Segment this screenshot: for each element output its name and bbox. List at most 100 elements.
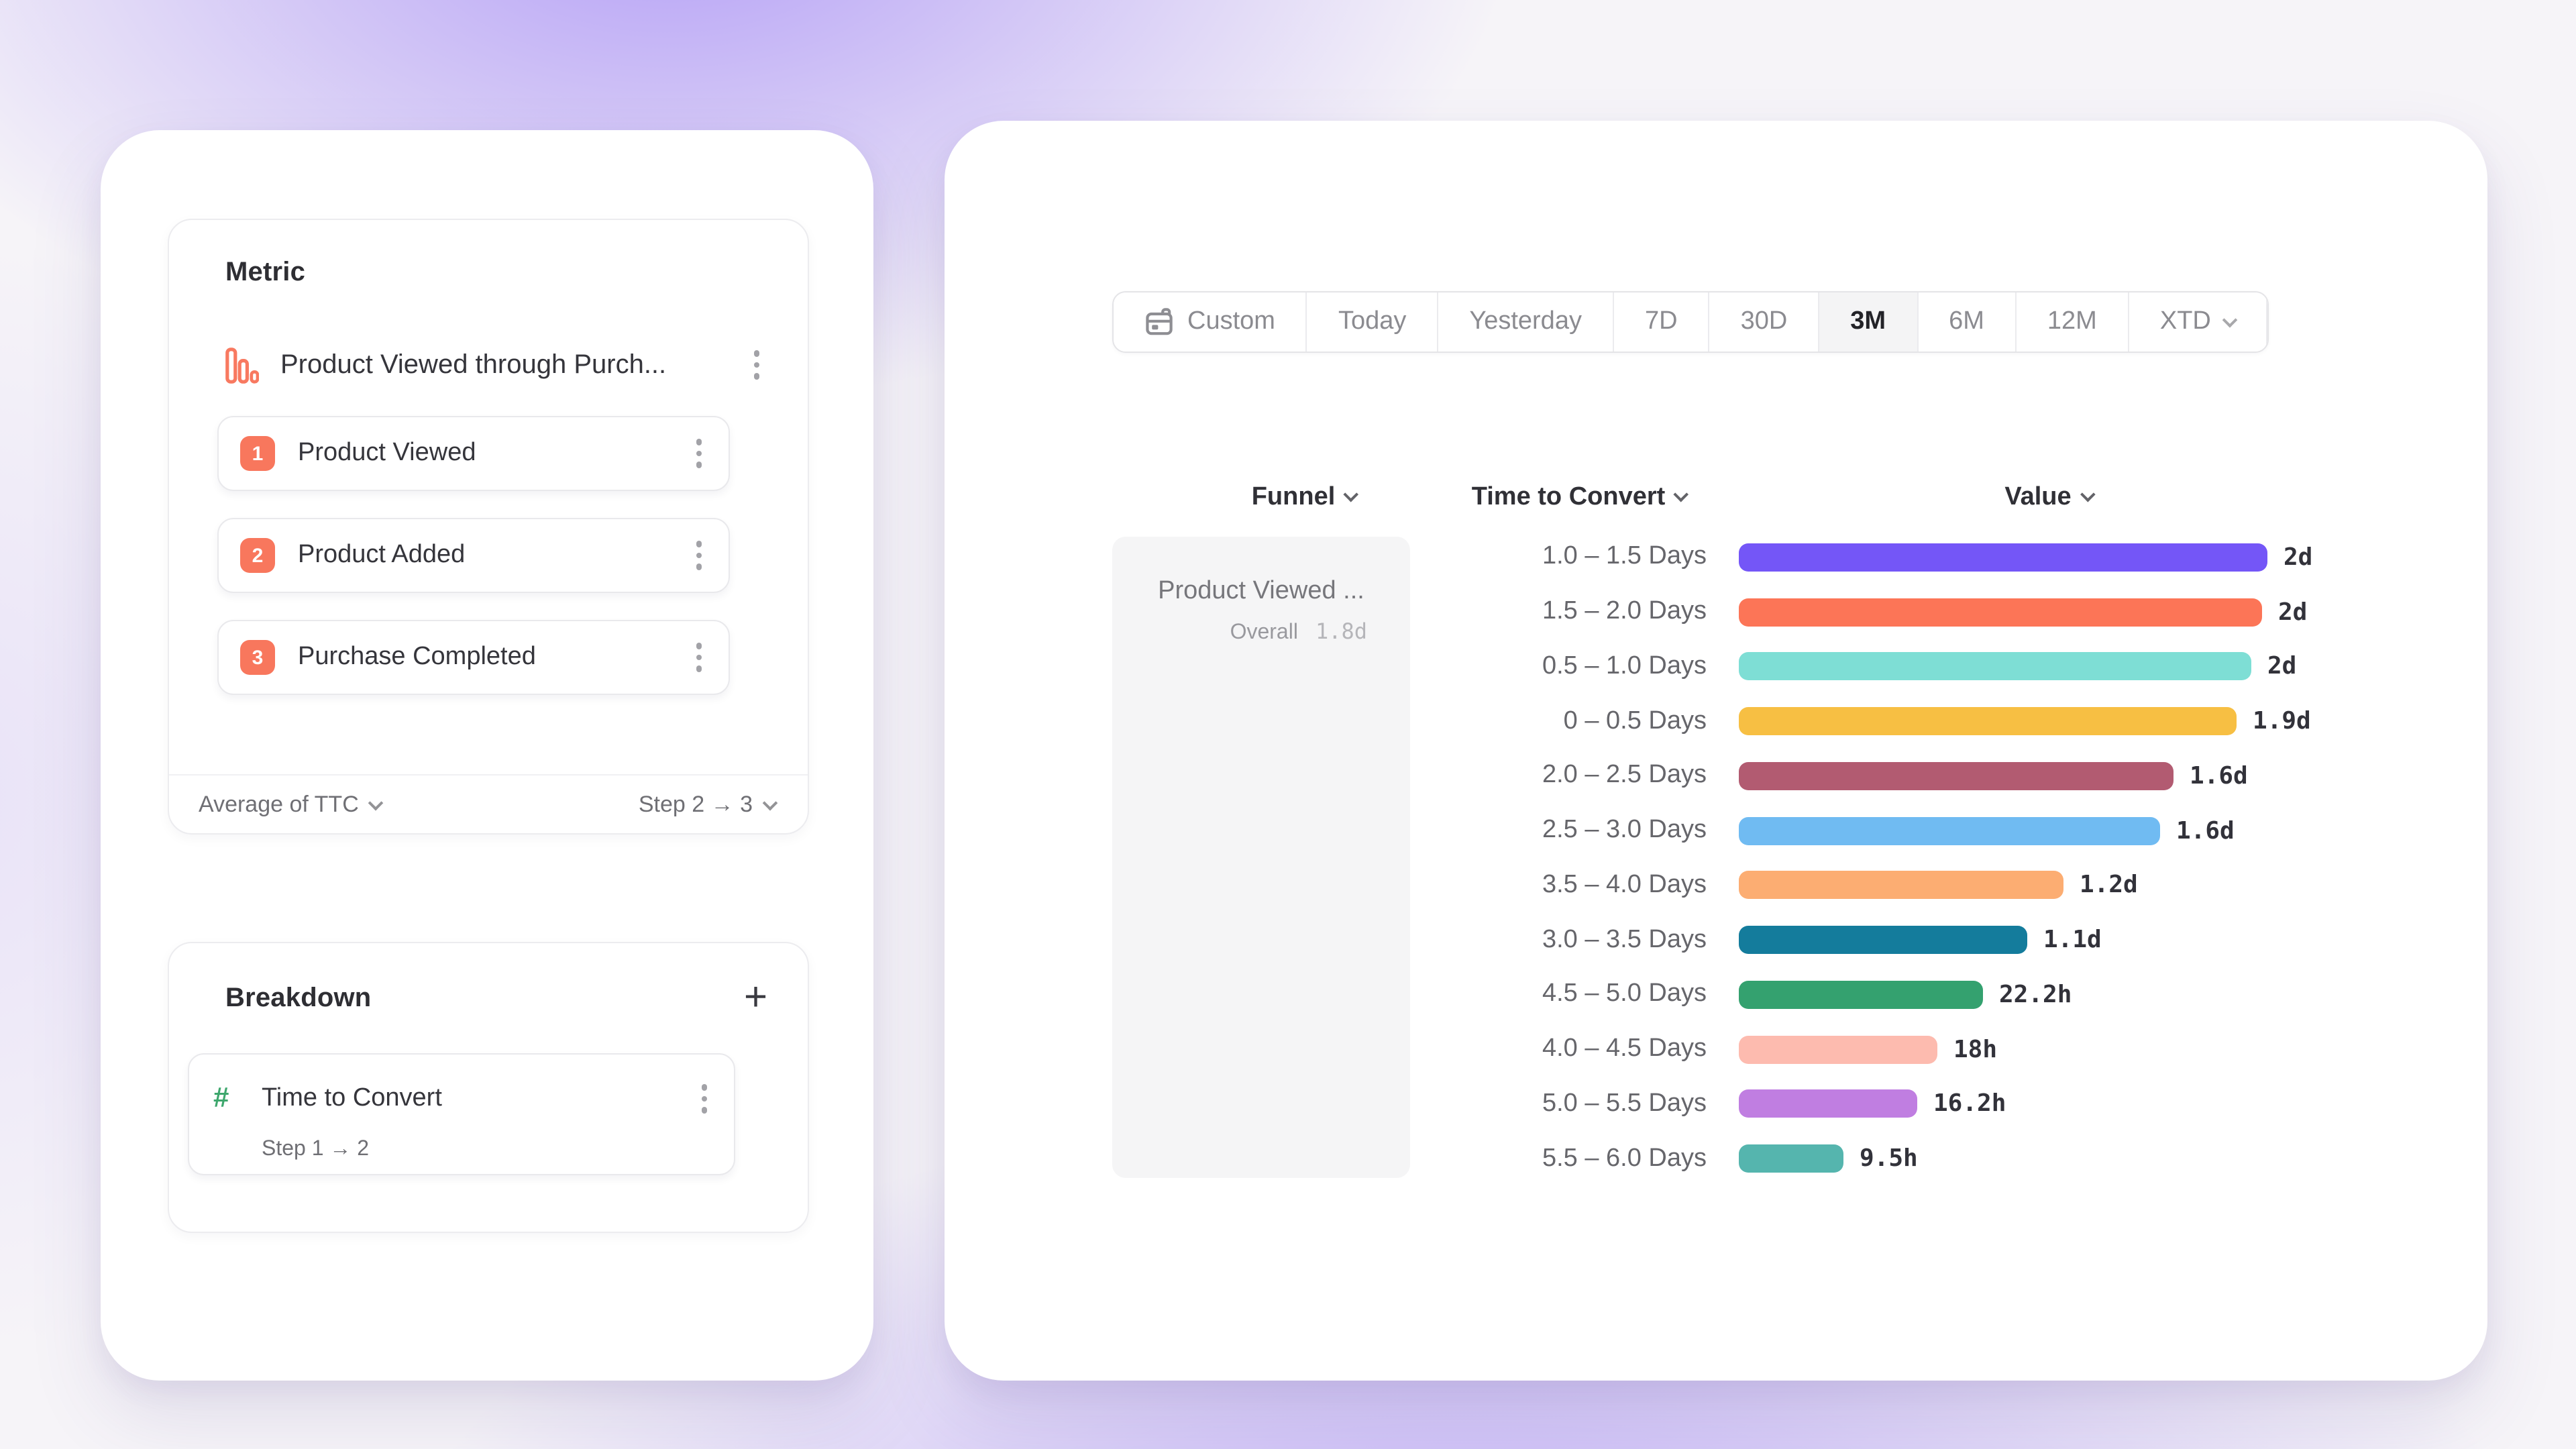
time-to-convert-bar-chart: 1.0 – 1.5 Days 2d 1.5 – 2.0 Days 2d 0.5 …	[1441, 530, 2434, 1186]
date-range-option[interactable]: 6M	[1918, 292, 2017, 352]
bucket-label: 5.0 – 5.5 Days	[1542, 1089, 1707, 1118]
report-panel: Custom Today Yesterday 7D 30D	[945, 121, 2487, 1381]
bucket-label: 4.5 – 5.0 Days	[1542, 979, 1707, 1008]
table-row: 4.5 – 5.0 Days 22.2h	[1441, 967, 2434, 1022]
value-bar[interactable]	[1739, 707, 2237, 736]
table-row: 0 – 0.5 Days 1.9d	[1441, 694, 2434, 749]
kebab-menu-icon[interactable]	[745, 343, 767, 388]
value-bar[interactable]	[1739, 1089, 1917, 1118]
step-event-label: Product Added	[298, 541, 466, 569]
column-header-time-to-convert[interactable]: Time to Convert	[1472, 483, 1689, 513]
step-range-dropdown[interactable]: Step 2 → 3	[638, 791, 778, 818]
date-range-option-label: Custom	[1187, 307, 1275, 335]
bar-track: 16.2h	[1739, 1089, 2434, 1118]
step-number-badge: 1	[240, 436, 275, 471]
step-number-badge: 2	[240, 538, 275, 573]
value-bar[interactable]	[1739, 1144, 1843, 1173]
bucket-label: 2.0 – 2.5 Days	[1542, 761, 1707, 790]
overall-value: 1.8d	[1315, 619, 1367, 644]
kebab-menu-icon[interactable]	[688, 431, 710, 476]
funnel-metric-row[interactable]: Product Viewed through Purch...	[225, 335, 767, 394]
date-range-option[interactable]: Today	[1307, 292, 1439, 352]
value-bar[interactable]	[1739, 926, 2027, 955]
date-range-option-label: XTD	[2159, 307, 2211, 335]
table-row: 4.0 – 4.5 Days 18h	[1441, 1022, 2434, 1077]
step-event-label: Purchase Completed	[298, 643, 536, 671]
chevron-down-icon	[1673, 486, 1689, 502]
bar-track: 1.1d	[1739, 926, 2434, 955]
date-range-option[interactable]: XTD	[2129, 292, 2267, 352]
bar-track: 2d	[1739, 543, 2434, 572]
bar-track: 9.5h	[1739, 1144, 2434, 1173]
value-bar[interactable]	[1739, 1035, 1937, 1064]
value-bar[interactable]	[1739, 761, 2174, 790]
date-range-option[interactable]: 7D	[1613, 292, 1710, 352]
breakdown-section-title: Breakdown	[225, 983, 372, 1012]
funnel-group-name: Product Viewed ...	[1158, 577, 1364, 605]
table-row: 5.5 – 6.0 Days 9.5h	[1441, 1132, 2434, 1187]
bar-value-label: 22.2h	[1999, 980, 2072, 1009]
breakdown-property-main: # Time to Convert	[213, 1076, 715, 1121]
step-range-label: Step 2 → 3	[638, 791, 753, 816]
column-header-funnel[interactable]: Funnel	[1252, 483, 1359, 513]
breakdown-step-range: Step 1 → 2	[262, 1137, 370, 1160]
value-bar[interactable]	[1739, 543, 2267, 572]
funnel-step-row[interactable]: 2 Product Added	[217, 518, 730, 593]
calendar-icon	[1144, 307, 1174, 337]
bar-value-label: 16.2h	[1933, 1089, 2006, 1118]
table-row: 3.0 – 3.5 Days 1.1d	[1441, 913, 2434, 968]
funnel-step-row[interactable]: 3 Purchase Completed	[217, 620, 730, 695]
bar-value-label: 2d	[2284, 543, 2313, 572]
date-range-option-label: 7D	[1644, 307, 1678, 335]
date-range-option-label: 30D	[1740, 307, 1788, 335]
kebab-menu-icon[interactable]	[693, 1076, 715, 1121]
chevron-down-icon	[1343, 486, 1359, 502]
funnel-step-row[interactable]: 1 Product Viewed	[217, 416, 730, 491]
bucket-label: 0 – 0.5 Days	[1563, 706, 1707, 735]
bucket-label: 1.0 – 1.5 Days	[1542, 542, 1707, 571]
value-bar[interactable]	[1739, 598, 2262, 627]
date-range-option[interactable]: 30D	[1709, 292, 1820, 352]
kebab-menu-icon[interactable]	[688, 635, 710, 680]
bucket-label: 3.5 – 4.0 Days	[1542, 870, 1707, 899]
date-range-option[interactable]: Custom	[1114, 292, 1307, 352]
bar-value-label: 1.1d	[2043, 926, 2102, 955]
plus-icon[interactable]: +	[739, 977, 773, 1018]
metric-section-title: Metric	[225, 258, 306, 287]
date-range-option[interactable]: 3M	[1819, 292, 1919, 352]
bar-track: 2d	[1739, 598, 2434, 627]
metric-section: Metric Product Viewed through Purch... 1…	[168, 219, 809, 835]
date-range-option[interactable]: 12M	[2016, 292, 2129, 352]
bucket-label: 0.5 – 1.0 Days	[1542, 651, 1707, 680]
kebab-menu-icon[interactable]	[688, 533, 710, 578]
bar-value-label: 9.5h	[1860, 1144, 1918, 1173]
funnel-group-cell[interactable]: Product Viewed ... Overall 1.8d	[1112, 537, 1410, 1178]
breakdown-property-row[interactable]: # Time to Convert Step 1 → 2	[188, 1053, 735, 1175]
hash-icon: #	[213, 1082, 229, 1114]
aggregation-label: Average of TTC	[199, 791, 359, 816]
funnel-overall-row: Overall 1.8d	[1112, 619, 1410, 645]
aggregation-dropdown[interactable]: Average of TTC	[199, 791, 384, 818]
metric-footer: Average of TTC Step 2 → 3	[169, 774, 808, 833]
funnel-metric-name: Product Viewed through Purch...	[280, 350, 667, 379]
table-row: 1.0 – 1.5 Days 2d	[1441, 530, 2434, 585]
column-header-value[interactable]: Value	[2004, 483, 2095, 513]
value-bar[interactable]	[1739, 980, 1983, 1009]
bar-track: 22.2h	[1739, 980, 2434, 1009]
chevron-down-icon	[2080, 486, 2095, 502]
funnel-steps-list: 1 Product Viewed 2 Product Added 3 Purch…	[217, 416, 730, 722]
funnel-chart-icon	[225, 347, 259, 383]
table-header-row: Funnel Time to Convert Value	[945, 483, 2487, 518]
date-range-option[interactable]: Yesterday	[1438, 292, 1614, 352]
value-bar[interactable]	[1739, 816, 2160, 845]
value-bar[interactable]	[1739, 871, 2063, 900]
table-row: 2.0 – 2.5 Days 1.6d	[1441, 749, 2434, 804]
date-range-option-label: 12M	[2047, 307, 2097, 335]
chevron-down-icon	[368, 794, 384, 810]
value-bar[interactable]	[1739, 652, 2251, 681]
date-range-option-label: Today	[1338, 307, 1407, 335]
breakdown-header: Breakdown +	[225, 977, 773, 1018]
date-range-option-label: 6M	[1949, 307, 1984, 335]
chevron-down-icon	[762, 794, 778, 810]
